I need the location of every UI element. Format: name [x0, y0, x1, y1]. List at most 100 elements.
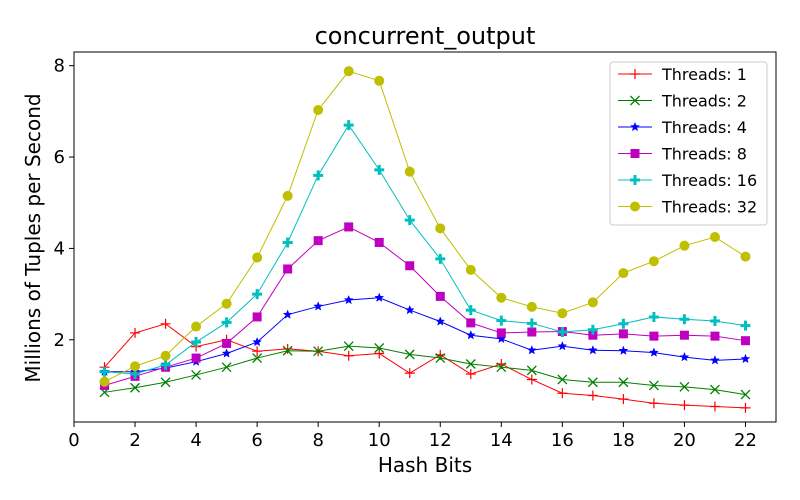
x-tick-label: 10 [368, 430, 391, 451]
data-point [740, 402, 751, 413]
y-axis: 2 4 6 8 [54, 56, 74, 351]
legend-item: Threads: 4 [618, 118, 747, 137]
x-axis-label: Hash Bits [378, 453, 472, 477]
data-point [618, 377, 629, 388]
series-5 [99, 120, 751, 380]
data-point [557, 308, 568, 319]
data-point [679, 381, 690, 392]
data-point [374, 292, 385, 302]
plot-frame [73, 51, 777, 423]
data-point [252, 346, 263, 357]
x-tick-label: 0 [68, 430, 79, 451]
data-point [282, 343, 293, 354]
data-point [648, 347, 659, 357]
x-tick-label: 4 [190, 430, 201, 451]
legend-label: Threads: 4 [661, 118, 747, 137]
series-line [104, 297, 746, 373]
x-tick-label: 12 [429, 430, 452, 451]
series-line [104, 323, 746, 409]
x-tick-label: 22 [734, 430, 757, 451]
data-point [465, 369, 476, 380]
data-point [252, 353, 263, 364]
legend: Threads: 1 Threads: 2 Threads: 4 Threads: 8… [609, 61, 768, 226]
data-point [191, 369, 202, 380]
data-point [221, 298, 232, 309]
data-point [99, 376, 110, 387]
data-point [587, 377, 598, 388]
data-point [496, 315, 507, 326]
data-point [679, 400, 690, 411]
data-point [405, 261, 415, 271]
data-point [526, 318, 537, 329]
data-point [679, 240, 690, 251]
data-point [313, 105, 324, 116]
x-tick-label: 18 [612, 430, 635, 451]
data-point [435, 316, 446, 326]
x-tick-label: 14 [490, 430, 513, 451]
plot-lines [99, 66, 751, 413]
data-point [557, 327, 568, 338]
data-point [526, 365, 537, 376]
legend-label: Threads: 1 [661, 65, 747, 84]
data-point [587, 324, 598, 335]
data-point [252, 252, 263, 263]
data-point [191, 321, 202, 332]
data-point [679, 314, 690, 325]
data-point [496, 362, 507, 373]
data-point [343, 66, 354, 77]
data-point [496, 292, 507, 303]
data-point [160, 318, 171, 329]
data-point [709, 384, 720, 395]
data-point [221, 348, 232, 358]
data-point [191, 353, 201, 363]
data-point [404, 304, 415, 315]
data-point [709, 316, 720, 327]
data-point [526, 345, 537, 355]
data-point [99, 366, 110, 377]
data-point [618, 318, 629, 329]
legend-item: Threads: 8 [618, 145, 747, 164]
series-line [104, 70, 746, 383]
data-point [222, 338, 232, 348]
y-tick-label: 6 [54, 147, 65, 168]
data-point [648, 380, 659, 391]
data-point [465, 330, 476, 340]
data-point [221, 362, 232, 373]
data-point [404, 166, 415, 177]
legend-marker [630, 95, 640, 106]
data-point [435, 291, 445, 301]
data-point [313, 346, 324, 357]
data-point [374, 164, 385, 175]
legend-label: Threads: 8 [661, 145, 747, 164]
data-point [679, 351, 690, 362]
legend-box [609, 61, 768, 226]
series-2 [99, 341, 751, 400]
data-point [130, 382, 141, 393]
legend-label: Threads: 2 [661, 92, 747, 111]
data-point [709, 401, 720, 412]
x-tick-label: 16 [551, 430, 574, 451]
data-point [252, 312, 262, 322]
series-6 [99, 66, 751, 387]
legend-marker [630, 121, 640, 132]
data-point [374, 343, 385, 353]
data-point [588, 330, 598, 340]
data-point [587, 297, 598, 308]
legend-item: Threads: 1 [618, 65, 747, 84]
y-axis-label: Millions of Tuples per Second [21, 93, 45, 382]
data-point [648, 311, 659, 322]
data-point [648, 398, 659, 409]
data-point [282, 345, 293, 356]
data-point [252, 289, 263, 300]
legend-label: Threads: 32 [661, 198, 757, 217]
legend-marker [630, 69, 640, 79]
data-point [618, 345, 629, 355]
series-line [104, 124, 746, 375]
data-point [343, 294, 354, 305]
legend-marker [630, 201, 640, 212]
data-point [435, 353, 446, 364]
x-tick-label: 20 [673, 430, 696, 451]
data-point [191, 337, 202, 348]
data-point [740, 389, 751, 400]
series-line [104, 345, 746, 396]
